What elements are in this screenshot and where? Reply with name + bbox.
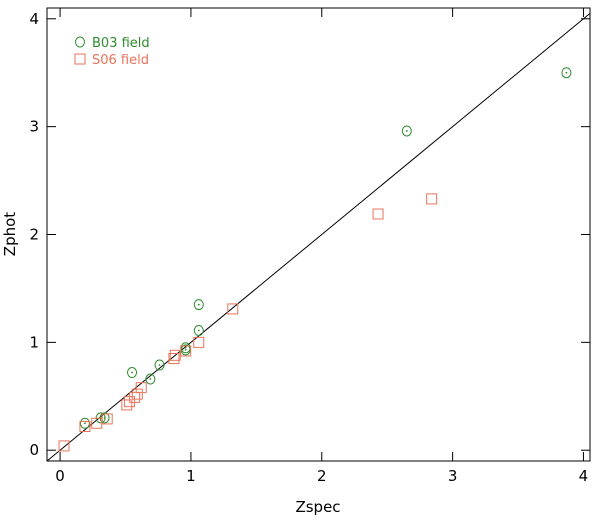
s06-point bbox=[193, 336, 205, 348]
y-axis-label: Zphot bbox=[1, 212, 19, 256]
y-tick-label: 1 bbox=[29, 333, 39, 351]
b03-point bbox=[561, 67, 572, 79]
x-tick-label: 3 bbox=[448, 467, 458, 485]
s06-point bbox=[168, 353, 180, 365]
s06-point bbox=[79, 420, 91, 432]
one-to-one-line bbox=[46, 13, 591, 462]
b03-point bbox=[193, 299, 204, 311]
plot-frame bbox=[46, 7, 591, 462]
y-tick-label: 3 bbox=[29, 118, 39, 136]
s06-point bbox=[58, 440, 70, 452]
legend-marker-square bbox=[74, 53, 86, 65]
y-tick-label: 4 bbox=[29, 10, 39, 28]
s06-point bbox=[180, 345, 192, 357]
s06-point bbox=[129, 391, 141, 403]
s06-point bbox=[135, 382, 147, 394]
x-tick-label: 0 bbox=[55, 467, 65, 485]
s06-point bbox=[121, 399, 133, 411]
s06-point bbox=[372, 208, 384, 220]
y-tick-label: 0 bbox=[29, 441, 39, 459]
b03-point bbox=[145, 373, 156, 385]
legend-label: B03 field bbox=[92, 36, 150, 51]
data-points bbox=[58, 67, 572, 452]
legend-label: S06 field bbox=[92, 53, 149, 68]
b03-point bbox=[127, 367, 138, 379]
y-tick-label: 2 bbox=[29, 226, 39, 244]
b03-point bbox=[154, 359, 165, 371]
axis-ticks: 0 1 2 3 4 0 1 2 3 4 bbox=[29, 8, 590, 485]
b03-point bbox=[401, 125, 412, 137]
s06-point bbox=[131, 388, 143, 400]
b03-point bbox=[180, 342, 191, 354]
x-tick-label: 4 bbox=[579, 467, 589, 485]
x-axis-label: Zspec bbox=[295, 498, 340, 516]
b03-point bbox=[193, 324, 204, 336]
s06-point bbox=[227, 303, 239, 315]
s06-point bbox=[426, 193, 438, 205]
legend: B03 field S06 field bbox=[74, 36, 150, 68]
x-tick-label: 1 bbox=[186, 467, 196, 485]
s06-point bbox=[101, 413, 113, 425]
b03-point bbox=[79, 417, 90, 429]
legend-marker-circle bbox=[75, 36, 85, 48]
x-tick-label: 2 bbox=[317, 467, 327, 485]
